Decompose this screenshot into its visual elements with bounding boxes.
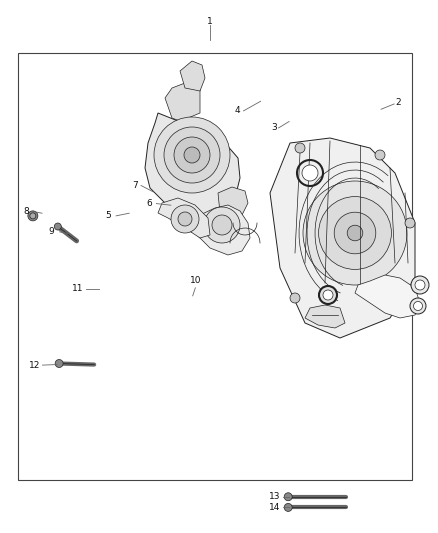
Circle shape <box>178 212 192 226</box>
Polygon shape <box>218 187 248 218</box>
Text: 14: 14 <box>269 503 281 512</box>
Polygon shape <box>165 83 200 123</box>
Text: 9: 9 <box>49 228 55 236</box>
Text: 8: 8 <box>23 207 29 216</box>
Text: 1: 1 <box>207 17 213 26</box>
Circle shape <box>347 225 363 241</box>
Circle shape <box>212 215 232 235</box>
Circle shape <box>174 137 210 173</box>
Text: 2: 2 <box>396 98 401 107</box>
Circle shape <box>164 127 220 183</box>
Polygon shape <box>180 61 205 91</box>
Circle shape <box>385 303 395 313</box>
Circle shape <box>323 290 333 300</box>
Circle shape <box>405 218 415 228</box>
Circle shape <box>284 503 292 512</box>
Circle shape <box>302 165 318 181</box>
Text: 12: 12 <box>29 361 41 369</box>
Circle shape <box>410 298 426 314</box>
Circle shape <box>204 207 240 243</box>
Text: 11: 11 <box>72 285 84 293</box>
Polygon shape <box>188 205 250 255</box>
Polygon shape <box>145 113 240 218</box>
Circle shape <box>303 181 407 285</box>
Text: 3: 3 <box>271 124 277 132</box>
Circle shape <box>413 302 423 311</box>
Circle shape <box>30 213 36 219</box>
Circle shape <box>28 211 38 221</box>
Circle shape <box>184 147 200 163</box>
Circle shape <box>154 117 230 193</box>
Circle shape <box>411 276 429 294</box>
Circle shape <box>54 223 61 230</box>
Circle shape <box>290 293 300 303</box>
Circle shape <box>284 492 292 501</box>
Text: 4: 4 <box>235 107 240 115</box>
Text: 7: 7 <box>132 181 138 190</box>
Polygon shape <box>270 138 415 338</box>
Circle shape <box>415 280 425 290</box>
Circle shape <box>171 205 199 233</box>
Bar <box>18 53 412 480</box>
Polygon shape <box>305 305 345 328</box>
Polygon shape <box>355 275 420 318</box>
Text: 6: 6 <box>146 199 152 208</box>
Text: 13: 13 <box>269 492 281 501</box>
Circle shape <box>375 150 385 160</box>
Circle shape <box>334 212 376 254</box>
Text: 5: 5 <box>106 212 112 220</box>
Text: 10: 10 <box>190 277 201 285</box>
Polygon shape <box>158 198 210 238</box>
Circle shape <box>295 143 305 153</box>
Circle shape <box>318 197 392 269</box>
Circle shape <box>319 286 337 304</box>
Circle shape <box>55 359 63 368</box>
